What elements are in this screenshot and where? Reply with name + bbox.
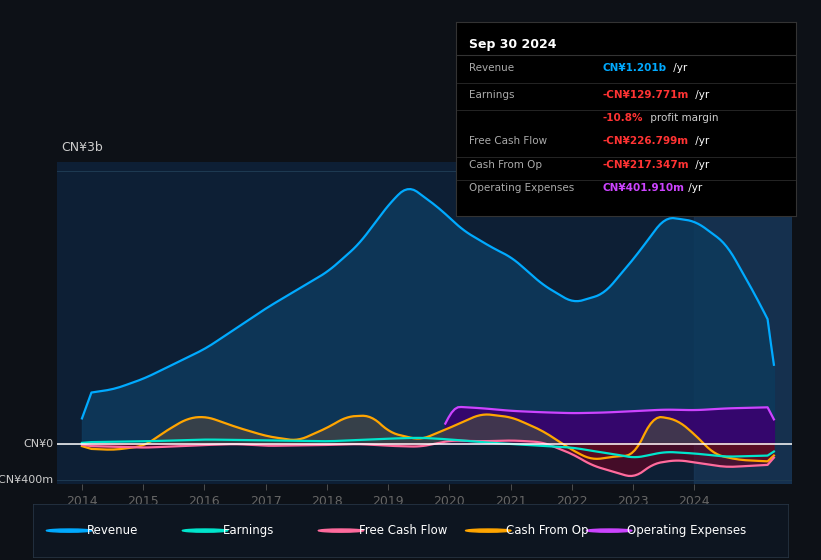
Text: Cash From Op: Cash From Op — [507, 524, 589, 537]
Circle shape — [182, 529, 227, 532]
Text: Cash From Op: Cash From Op — [470, 160, 543, 170]
Circle shape — [586, 529, 632, 532]
Circle shape — [47, 529, 92, 532]
Text: -CN¥226.799m: -CN¥226.799m — [602, 137, 688, 146]
Text: /yr: /yr — [685, 183, 702, 193]
Text: Revenue: Revenue — [470, 63, 515, 73]
Text: profit margin: profit margin — [647, 113, 718, 123]
Text: Operating Expenses: Operating Expenses — [470, 183, 575, 193]
Text: Earnings: Earnings — [223, 524, 274, 537]
Bar — [695, 162, 792, 484]
Circle shape — [319, 529, 364, 532]
Text: -CN¥400m: -CN¥400m — [0, 475, 54, 485]
Text: Free Cash Flow: Free Cash Flow — [470, 137, 548, 146]
Text: -CN¥129.771m: -CN¥129.771m — [602, 90, 689, 100]
Text: Earnings: Earnings — [470, 90, 515, 100]
Text: Revenue: Revenue — [87, 524, 139, 537]
Text: /yr: /yr — [670, 63, 687, 73]
Text: CN¥0: CN¥0 — [24, 438, 54, 449]
Circle shape — [466, 529, 511, 532]
Text: CN¥3b: CN¥3b — [61, 141, 103, 155]
Text: -10.8%: -10.8% — [602, 113, 643, 123]
Text: Free Cash Flow: Free Cash Flow — [359, 524, 447, 537]
Text: CN¥1.201b: CN¥1.201b — [602, 63, 667, 73]
Text: /yr: /yr — [692, 160, 709, 170]
Text: /yr: /yr — [692, 90, 709, 100]
Text: /yr: /yr — [692, 137, 709, 146]
Text: CN¥401.910m: CN¥401.910m — [602, 183, 684, 193]
Text: -CN¥217.347m: -CN¥217.347m — [602, 160, 689, 170]
Text: Operating Expenses: Operating Expenses — [627, 524, 746, 537]
Text: Sep 30 2024: Sep 30 2024 — [470, 38, 557, 51]
